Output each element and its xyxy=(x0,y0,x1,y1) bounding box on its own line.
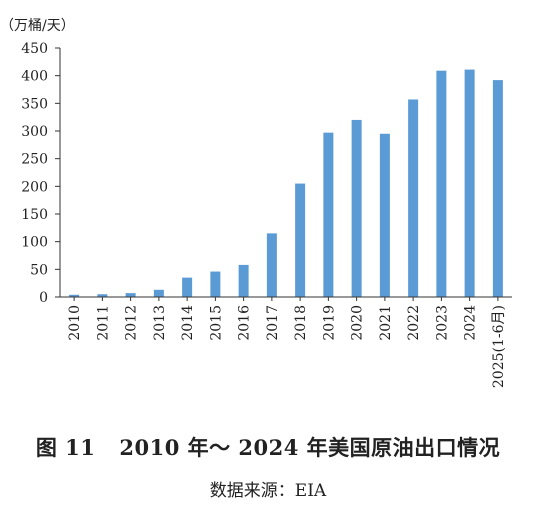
y-tick-label: 200 xyxy=(21,179,48,195)
x-tick-label: 2010 xyxy=(67,305,83,341)
x-tick-label: 2022 xyxy=(406,305,422,341)
x-tick-label: 2018 xyxy=(293,305,309,341)
x-tick-label: 2019 xyxy=(321,305,337,341)
x-tick-label: 2025(1-6月) xyxy=(491,305,507,388)
y-axis: 0 50 100 150 200 250 300 350 400 450 xyxy=(21,41,61,306)
bar xyxy=(97,294,108,297)
x-tick-label: 2020 xyxy=(350,305,366,341)
figure-caption: 图 11 2010 年～ 2024 年美国原油出口情况 xyxy=(0,432,536,462)
bar xyxy=(436,70,447,297)
x-tick-label: 2016 xyxy=(237,305,253,341)
bar xyxy=(69,294,80,297)
y-tick-label: 300 xyxy=(21,124,48,140)
y-tick-label: 250 xyxy=(21,152,48,168)
bars xyxy=(69,69,503,298)
figure-number: 图 11 xyxy=(35,435,96,460)
bar xyxy=(210,271,221,297)
x-tick-label: 2017 xyxy=(265,305,281,341)
bar xyxy=(125,293,136,297)
bar xyxy=(408,99,419,298)
bar xyxy=(492,80,503,298)
y-tick-label: 350 xyxy=(21,96,48,112)
x-tick-label: 2012 xyxy=(124,305,140,341)
x-tick-label: 2011 xyxy=(95,305,111,341)
bar xyxy=(182,277,193,297)
bar xyxy=(351,119,362,297)
x-tick-label: 2014 xyxy=(180,305,196,341)
bar xyxy=(464,69,475,297)
bar xyxy=(266,233,277,297)
x-tick-label: 2023 xyxy=(434,305,450,341)
y-tick-label: 50 xyxy=(30,262,48,278)
y-tick-label: 0 xyxy=(39,290,48,306)
y-tick-label: 400 xyxy=(21,69,48,85)
bar xyxy=(153,289,164,297)
bar xyxy=(238,264,249,297)
y-tick-label: 100 xyxy=(21,235,48,251)
bar xyxy=(295,183,306,297)
x-tick-label: 2015 xyxy=(208,305,224,341)
data-source: 数据来源：EIA xyxy=(209,481,327,501)
bar xyxy=(379,133,390,297)
bar xyxy=(323,132,334,297)
y-axis-unit-label: （万桶/天） xyxy=(0,18,75,34)
x-tick-label: 2013 xyxy=(152,305,168,341)
x-axis: 2010 2011 2012 2013 2014 2015 2016 2017 2018 2019… xyxy=(60,296,512,388)
figure-title: 2010 年～ 2024 年美国原油出口情况 xyxy=(119,435,501,460)
x-tick-label: 2021 xyxy=(378,305,394,341)
y-tick-label: 450 xyxy=(21,41,48,57)
x-tick-label: 2024 xyxy=(463,305,479,341)
y-tick-label: 150 xyxy=(21,207,48,223)
